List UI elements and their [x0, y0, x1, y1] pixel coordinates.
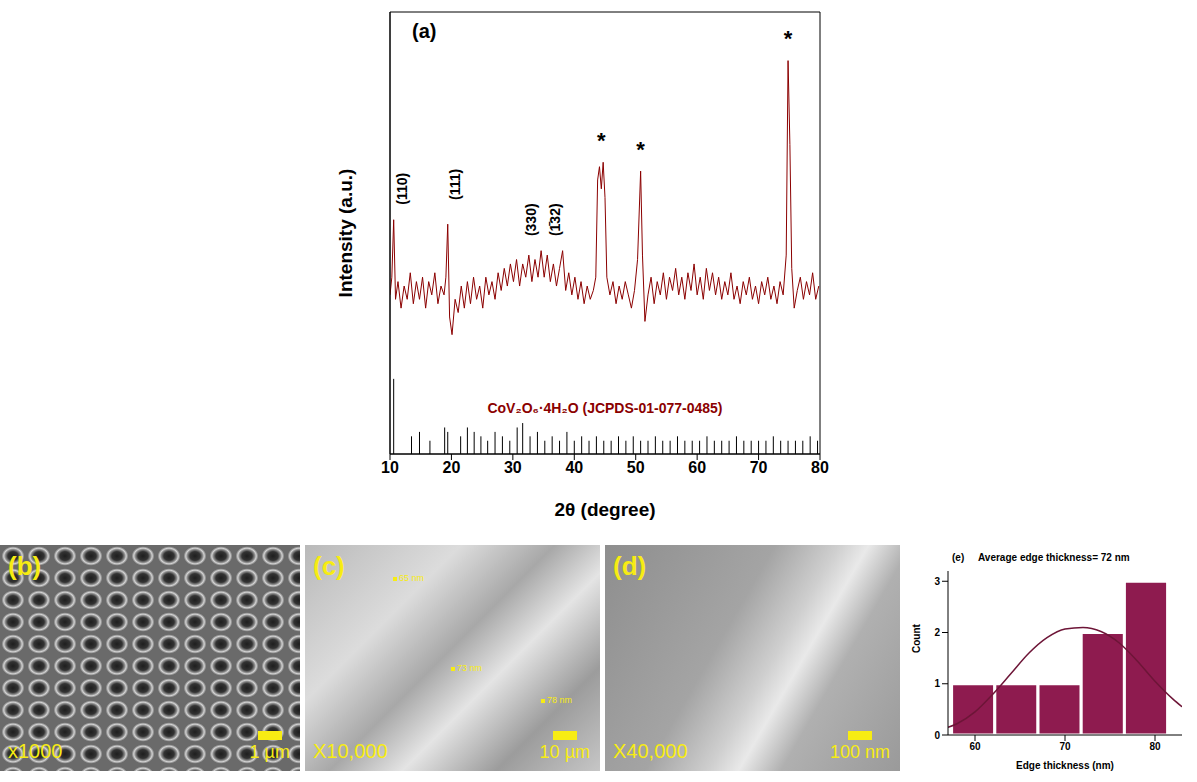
svg-text:50: 50	[627, 459, 645, 476]
svg-text:10: 10	[381, 459, 399, 476]
html-text:Average edge thickness= 72 nm: Average edge thickness= 72 nm	[978, 552, 1130, 563]
svg-text:1: 1	[934, 678, 940, 689]
svg-text:0: 0	[934, 730, 940, 741]
svg-text:20: 20	[443, 459, 461, 476]
html-text:73 nm: 73 nm	[457, 663, 482, 673]
svg-text:Intensity (a.u.): Intensity (a.u.)	[335, 169, 356, 298]
svg-text:*: *	[597, 128, 606, 153]
svg-text:3: 3	[934, 576, 940, 587]
html-text:(e): (e)	[952, 552, 965, 563]
html-text:78 nm: 78 nm	[547, 695, 572, 705]
svg-text:*: *	[784, 26, 793, 51]
svg-text:(330): (330)	[523, 203, 539, 236]
svg-text:Count: Count	[911, 623, 922, 653]
svg-text:2θ (degree): 2θ (degree)	[554, 499, 655, 520]
svg-text:(1̄32): (1̄32)	[547, 203, 563, 236]
html-text:1 µm: 1 µm	[249, 742, 290, 762]
html-text:X40,000: X40,000	[613, 740, 688, 762]
html-text:65 nm: 65 nm	[399, 573, 424, 583]
svg-text:70: 70	[1059, 741, 1071, 752]
svg-text:60: 60	[969, 741, 981, 752]
svg-text:40: 40	[565, 459, 583, 476]
html-text:X10,000: X10,000	[313, 740, 388, 762]
svg-text:*: *	[636, 137, 645, 162]
svg-text:(111): (111)	[447, 169, 463, 200]
svg-text:60: 60	[688, 459, 706, 476]
html-text:10 µm: 10 µm	[539, 742, 590, 762]
html-text:(a): (a)	[412, 20, 437, 42]
svg-text:2: 2	[934, 627, 940, 638]
html-text:x1000: x1000	[8, 740, 63, 762]
html-text:(c): (c)	[313, 551, 345, 581]
svg-text:80: 80	[1149, 741, 1161, 752]
svg-text:Edge thickness (nm): Edge thickness (nm)	[1016, 760, 1114, 771]
svg-text:(110): (110)	[394, 173, 410, 205]
html-text:(d): (d)	[613, 551, 647, 581]
svg-text:70: 70	[750, 459, 768, 476]
svg-text:80: 80	[811, 459, 829, 476]
html-text:100 nm: 100 nm	[830, 742, 890, 762]
svg-text:30: 30	[504, 459, 522, 476]
svg-text:CoV₂O₆·4H₂O (JCPDS-01-077-0485: CoV₂O₆·4H₂O (JCPDS-01-077-0485)	[487, 400, 722, 416]
html-text:(b): (b)	[8, 551, 42, 581]
